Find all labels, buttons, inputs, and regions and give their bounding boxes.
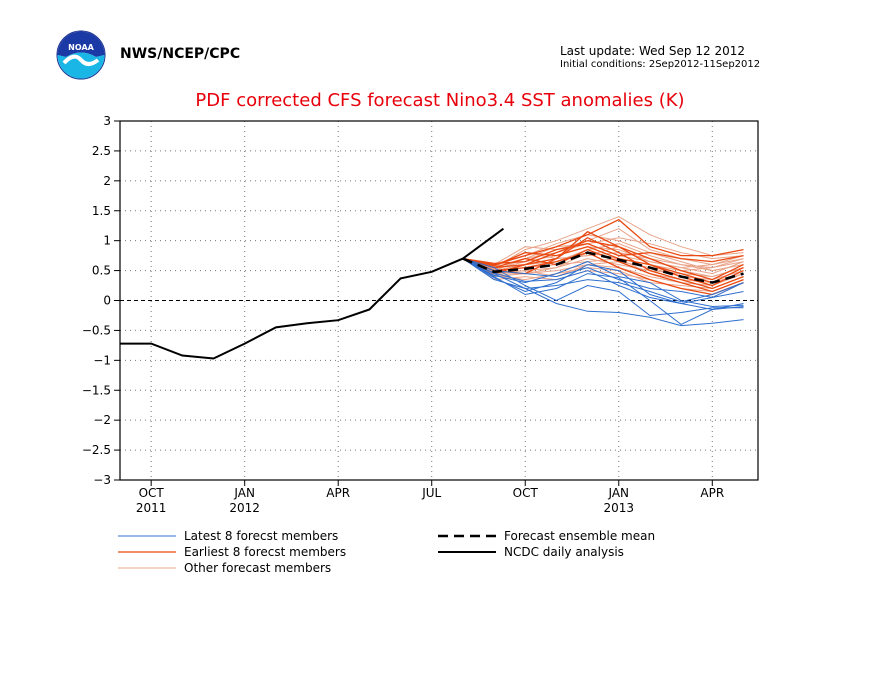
- last-update-text: Last update: Wed Sep 12 2012: [560, 44, 745, 58]
- x-year-label: 2012: [229, 501, 260, 515]
- earliest-member-line: [462, 218, 744, 266]
- y-tick-label: −3: [93, 473, 111, 487]
- y-tick-label: 2.5: [92, 144, 111, 158]
- x-tick-label: JAN: [608, 486, 630, 500]
- latest-member-line: [462, 258, 744, 303]
- latest-member-line: [462, 258, 744, 327]
- latest-member-line: [462, 258, 744, 299]
- y-tick-label: 1.5: [92, 204, 111, 218]
- other-member-line: [462, 258, 744, 293]
- latest-member-line: [462, 258, 744, 311]
- y-tick-label: −1: [93, 353, 111, 367]
- x-tick-label: JAN: [233, 486, 255, 500]
- x-year-label: 2011: [136, 501, 167, 515]
- y-tick-label: 3: [103, 114, 111, 128]
- legend-label: Other forecast members: [184, 561, 331, 575]
- y-tick-label: 0: [103, 294, 111, 308]
- y-tick-label: 0.5: [92, 264, 111, 278]
- y-tick-label: 1: [103, 234, 111, 248]
- y-tick-label: −1.5: [82, 383, 111, 397]
- x-tick-label: APR: [326, 486, 350, 500]
- noaa-logo-icon: NOAA: [56, 30, 106, 80]
- latest-member-line: [462, 258, 744, 308]
- latest-member-line: [462, 258, 744, 305]
- x-tick-label: JUL: [421, 486, 441, 500]
- y-tick-label: −0.5: [82, 323, 111, 337]
- analysis-line: [120, 227, 504, 360]
- agency-label: NWS/NCEP/CPC: [120, 46, 241, 62]
- legend-label: Forecast ensemble mean: [504, 529, 655, 543]
- earliest-member-line: [462, 230, 744, 281]
- legend-label: Earliest 8 forecst members: [184, 545, 346, 559]
- ensemble-mean-line: [462, 251, 744, 284]
- x-tick-label: OCT: [513, 486, 539, 500]
- initial-conditions-text: Initial conditions: 2Sep2012-11Sep2012: [560, 59, 761, 70]
- x-tick-label: OCT: [139, 486, 165, 500]
- x-tick-label: APR: [700, 486, 724, 500]
- y-tick-label: −2.5: [82, 443, 111, 457]
- other-member-line: [462, 228, 744, 266]
- grid-lines: [120, 121, 758, 480]
- legend-label: Latest 8 forecst members: [184, 529, 338, 543]
- latest-member-line: [462, 258, 744, 325]
- y-tick-label: 2: [103, 174, 111, 188]
- latest-member-line: [462, 258, 744, 317]
- chart-title: PDF corrected CFS forecast Nino3.4 SST a…: [195, 90, 685, 111]
- legend-label: NCDC daily analysis: [504, 545, 624, 559]
- x-year-label: 2013: [603, 501, 634, 515]
- latest-members-group: [462, 258, 744, 327]
- y-tick-label: −2: [93, 413, 111, 427]
- logo-text: NOAA: [68, 43, 94, 52]
- ensemble-mean-group: [462, 251, 744, 284]
- earliest-member-line: [462, 246, 744, 284]
- earliest-members-group: [462, 218, 744, 296]
- legend: Latest 8 forecst members Earliest 8 forec…: [118, 529, 655, 575]
- axes-group: 32.521.510.50−0.5−1−1.5−2−2.5−3OCT2011JA…: [82, 114, 759, 515]
- analysis-group: [120, 227, 504, 360]
